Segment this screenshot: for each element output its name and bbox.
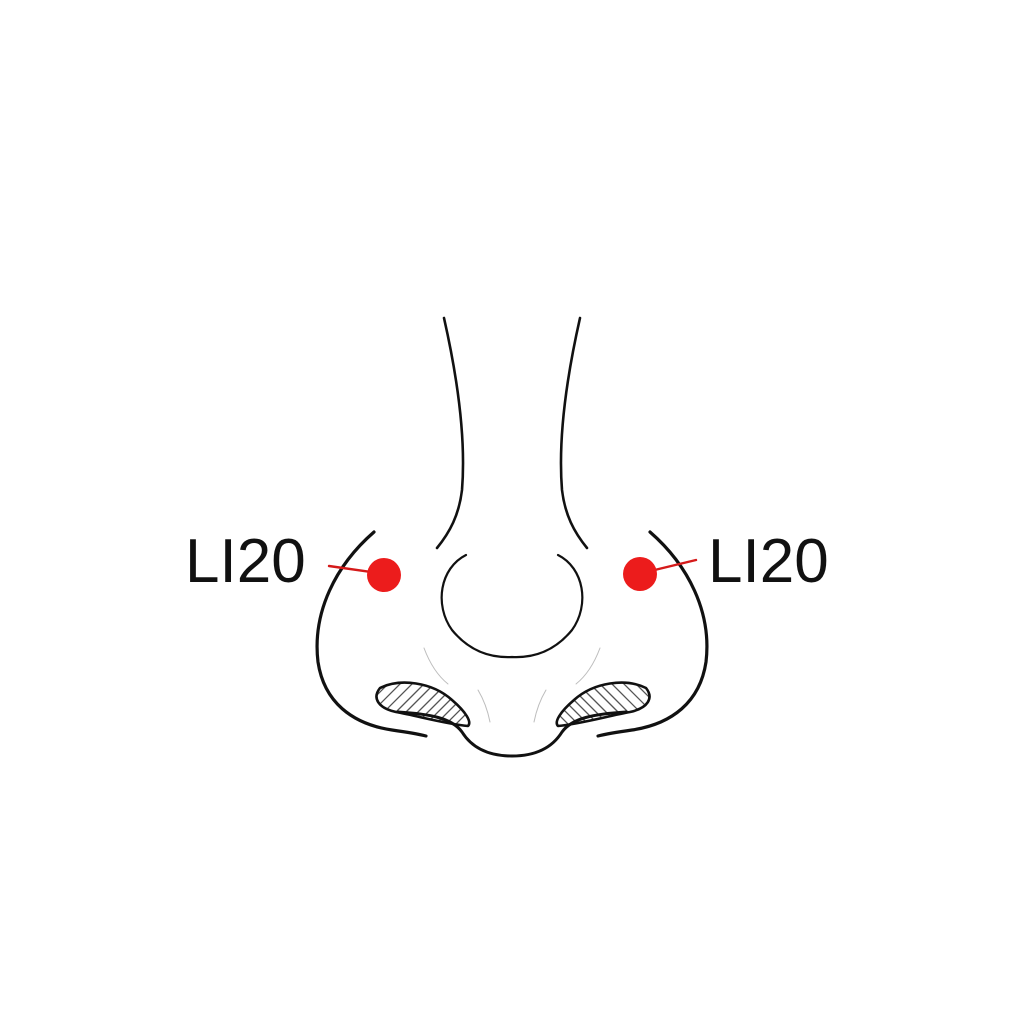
nose-base-outline (396, 710, 628, 758)
nose-bridge-right-line (559, 316, 589, 550)
nose-tip-outline (440, 553, 584, 659)
columella-shading-right (533, 689, 547, 723)
right-point-label: LI20 (708, 527, 829, 596)
left-ala-outline (315, 530, 428, 738)
nose-bridge-left-line (435, 316, 465, 550)
right-ala-shading (575, 647, 601, 685)
left-nostril-outline (375, 681, 471, 728)
right-li20-point-marker (623, 557, 657, 591)
left-point-label: LI20 (185, 527, 306, 596)
right-nostril-outline (555, 681, 651, 728)
left-ala-shading (423, 647, 449, 685)
right-ala-outline (596, 530, 709, 738)
left-li20-point-marker (367, 558, 401, 592)
columella-shading-left (477, 689, 491, 723)
